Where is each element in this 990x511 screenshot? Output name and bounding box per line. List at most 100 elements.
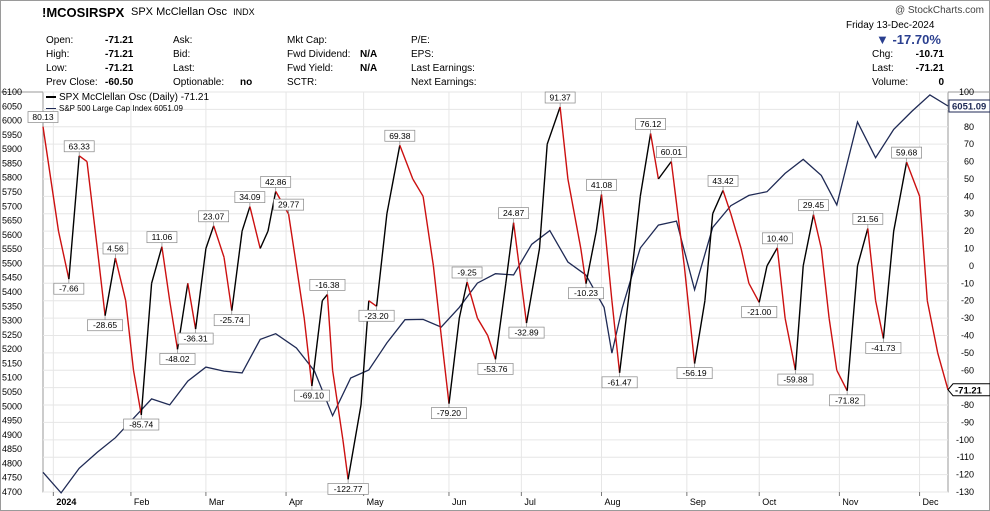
y-left-tick-label: 5000 (2, 401, 22, 411)
osc-segment (882, 231, 895, 339)
spx-line (42, 94, 949, 494)
y-left-tick-label: 5850 (2, 158, 22, 168)
callout-box (309, 279, 346, 291)
y-right-tick-label: -110 (957, 452, 974, 462)
y-left-tick-label: 5400 (2, 287, 22, 297)
osc-segment (213, 225, 225, 258)
osc-segment (639, 133, 652, 197)
callout-box (384, 129, 416, 142)
osc-segment (905, 161, 921, 197)
callout-box (63, 140, 95, 153)
callout-box (477, 363, 514, 375)
quote-date: Friday 13-Dec-2024 (846, 20, 935, 31)
callout-label: -79.20 (437, 408, 461, 418)
osc-segment (874, 300, 885, 339)
callout-label: 23.07 (203, 211, 225, 221)
osc-segment (893, 161, 908, 232)
y-right-tick-label: -20 (961, 296, 974, 306)
callout-box (798, 199, 829, 212)
y-right-tick-label: -80 (961, 400, 974, 410)
callout-label: -32.89 (514, 328, 538, 338)
callout-box (177, 332, 214, 345)
osc-segment (287, 213, 295, 249)
y-left-tick-label: 4850 (2, 444, 22, 454)
osc-segment (104, 257, 117, 316)
osc-segment (538, 144, 548, 249)
callout-box (498, 207, 529, 220)
osc-segment (657, 161, 672, 180)
callout-box (102, 242, 129, 255)
callout-label: 60.01 (661, 147, 683, 157)
callout-box (159, 353, 196, 365)
callout-label: -36.31 (184, 334, 208, 344)
y-right-tick-label: 40 (964, 191, 974, 201)
y-left-tick-label: 5050 (2, 387, 22, 397)
y-right-tick-label: 80 (964, 122, 974, 132)
y-right-tick-label: 70 (964, 139, 974, 149)
osc-segment (368, 300, 378, 307)
y-right-tick-label: -40 (961, 330, 974, 340)
symbol-description: SPX McClellan Osc INDX (131, 6, 255, 18)
y-left-tick-label: 6100 (2, 87, 22, 97)
callout-box (508, 326, 545, 339)
y-left-tick-label: 5500 (2, 258, 22, 268)
callout-box (234, 191, 266, 203)
x-tick-label: Aug (605, 497, 621, 507)
x-tick-label: Feb (134, 497, 150, 507)
y-left-tick-label: 4800 (2, 458, 22, 468)
osc-segment (828, 317, 838, 371)
callout-box (87, 319, 124, 332)
callout-box (431, 407, 467, 420)
osc-segment (249, 206, 261, 249)
callout-box (260, 176, 292, 188)
quote-label: Mkt Cap: (287, 35, 328, 46)
x-tick-label: May (367, 497, 385, 507)
y-left-tick-label: 5300 (2, 316, 22, 326)
callout-box (198, 210, 230, 223)
callout-box (146, 231, 178, 244)
y-left-tick-label: 4900 (2, 430, 22, 440)
y-left-tick-label: 4750 (2, 473, 22, 483)
y-left-tick-label: 6050 (2, 101, 22, 111)
osc-segment (802, 214, 815, 267)
callout-label: 24.87 (503, 208, 525, 218)
osc-segment (631, 196, 641, 266)
osc-segment (205, 225, 215, 249)
callout-box (213, 314, 250, 327)
callout-label: 80.13 (32, 112, 54, 122)
y-left-tick-label: 5950 (2, 130, 22, 140)
osc-segment (194, 248, 207, 330)
callout-label: 43.42 (712, 176, 734, 186)
quote-header: !MCOSIRSPX SPX McClellan Osc INDX @ Stoc… (0, 0, 990, 94)
y-left-tick-label: 5700 (2, 201, 22, 211)
legend-swatch-osc (46, 96, 56, 99)
quote-value: no (240, 77, 253, 88)
callout-box (707, 175, 739, 187)
osc-segment (57, 230, 70, 280)
callout-label: -23.20 (365, 311, 389, 321)
osc-segment (505, 222, 515, 284)
quote-label: Fwd Yield: (287, 63, 334, 74)
y-left-tick-label: 5550 (2, 244, 22, 254)
osc-segment (169, 300, 179, 350)
osc-segment (794, 265, 804, 371)
y-left-tick-label: 5650 (2, 216, 22, 226)
quote-value: -71.21 (105, 35, 134, 46)
quote-value: -71.21 (105, 49, 134, 60)
quote-label: Volume: (872, 77, 909, 88)
y-right-tick-label: -10 (961, 278, 974, 288)
y-right-tick-label: 0 (969, 261, 974, 271)
osc-segment (42, 126, 60, 232)
osc-segment (342, 439, 349, 480)
y-right-tick-label: -90 (961, 417, 974, 427)
callout-label: -41.73 (871, 343, 895, 353)
osc-segment (820, 248, 830, 319)
osc-segment (776, 247, 786, 319)
callout-label: -7.66 (59, 284, 79, 294)
osc-segment (693, 300, 706, 364)
quote-label: SCTR: (287, 77, 317, 88)
callout-box (891, 146, 922, 159)
osc-segment (546, 106, 561, 145)
osc-segment (580, 248, 587, 284)
osc-segment (241, 206, 251, 232)
